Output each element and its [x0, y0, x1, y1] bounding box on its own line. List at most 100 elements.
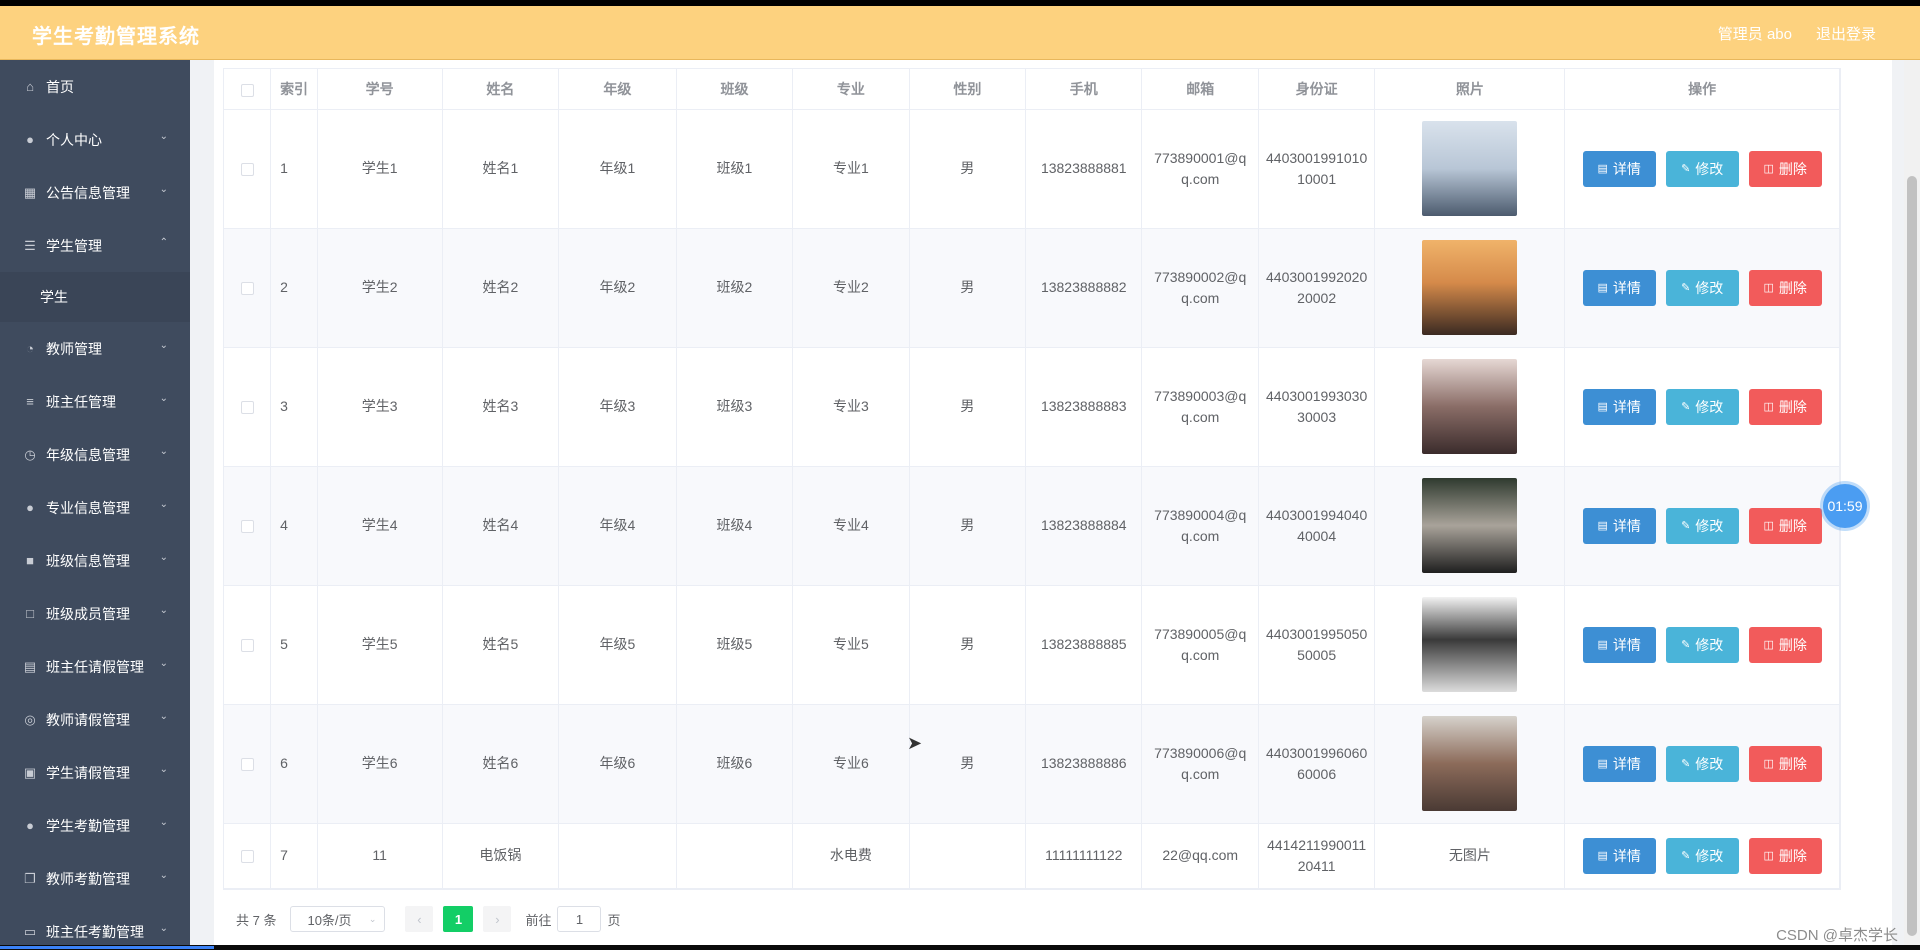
edit-button[interactable]: ✎ 修改: [1665, 507, 1739, 544]
row-checkbox[interactable]: [240, 162, 254, 176]
sidebar-item-label: 学生考勤管理: [46, 817, 130, 834]
document-icon: ▤: [1597, 639, 1608, 651]
student-photo[interactable]: [1422, 597, 1518, 692]
sidebar-item[interactable]: ▣ 学生请假管理 ⌄: [0, 746, 190, 799]
scrollbar-thumb[interactable]: [1907, 176, 1917, 936]
message-icon: ▣: [23, 764, 37, 780]
delete-label: 删除: [1778, 517, 1807, 534]
sidebar-item[interactable]: ☰ 学生管理 ⌃: [0, 219, 190, 272]
document-icon: ▤: [1597, 758, 1608, 770]
detail-button[interactable]: ▤ 详情: [1582, 626, 1656, 663]
video-progress-bar[interactable]: [0, 945, 1920, 950]
delete-button[interactable]: ◫ 删除: [1748, 837, 1822, 874]
edit-button[interactable]: ✎ 修改: [1665, 150, 1739, 187]
edit-button[interactable]: ✎ 修改: [1665, 269, 1739, 306]
column-header: 索引: [270, 69, 318, 110]
trash-icon: ◫: [1763, 639, 1774, 651]
detail-label: 详情: [1612, 755, 1641, 772]
sidebar-subitem[interactable]: 学生: [0, 272, 190, 322]
row-checkbox[interactable]: [240, 849, 254, 863]
delete-button[interactable]: ◫ 删除: [1748, 507, 1822, 544]
cell-name: 姓名1: [442, 109, 560, 229]
sidebar-item[interactable]: ● 个人中心 ⌄: [0, 113, 190, 166]
edit-button[interactable]: ✎ 修改: [1665, 837, 1739, 874]
row-checkbox[interactable]: [240, 638, 254, 652]
content-panel: 索引 学号 姓名 年级 班级 专业 性别 手机 邮箱 身份证 照片 操作: [214, 60, 1892, 945]
prev-page-button[interactable]: ‹: [405, 906, 434, 932]
cell-cls: 班级1: [676, 109, 794, 229]
delete-button[interactable]: ◫ 删除: [1748, 269, 1822, 306]
select-all-checkbox[interactable]: [240, 83, 254, 97]
page-size-select[interactable]: 10条/页 ⌄: [290, 906, 386, 932]
detail-button[interactable]: ▤ 详情: [1582, 745, 1656, 782]
edit-label: 修改: [1695, 398, 1724, 415]
chevron-down-icon: ⌄: [159, 711, 168, 722]
detail-button[interactable]: ▤ 详情: [1582, 388, 1656, 425]
row-checkbox[interactable]: [240, 400, 254, 414]
delete-button[interactable]: ◫ 删除: [1748, 626, 1822, 663]
sidebar-item[interactable]: ≡ 班主任管理 ⌄: [0, 375, 190, 428]
detail-button[interactable]: ▤ 详情: [1582, 150, 1656, 187]
page-size-value: 10条/页: [307, 912, 352, 928]
student-photo[interactable]: [1422, 121, 1518, 216]
user-icon: ●: [26, 132, 34, 147]
row-checkbox[interactable]: [240, 281, 254, 295]
row-select-cell: [224, 704, 272, 824]
delete-button[interactable]: ◫ 删除: [1748, 745, 1822, 782]
edit-button[interactable]: ✎ 修改: [1665, 745, 1739, 782]
sidebar-item[interactable]: ■ 班级信息管理 ⌄: [0, 534, 190, 587]
cell-index: 2: [270, 228, 318, 348]
delete-label: 删除: [1778, 755, 1807, 772]
cell-index: 6: [270, 704, 318, 824]
edit-button[interactable]: ✎ 修改: [1665, 626, 1739, 663]
sidebar-item[interactable]: ● 学生考勤管理 ⌄: [0, 799, 190, 852]
cell-email: 773890002@qq.com: [1141, 228, 1259, 348]
sidebar-item[interactable]: ◷ 年级信息管理 ⌄: [0, 428, 190, 481]
top-header: 学生考勤管理系统 管理员 abo 退出登录: [0, 6, 1920, 60]
sidebar-item[interactable]: ◎ 教师请假管理 ⌄: [0, 693, 190, 746]
column-header: 操作: [1564, 69, 1840, 110]
detail-button[interactable]: ▤ 详情: [1582, 837, 1656, 874]
sidebar-item[interactable]: ▦ 公告信息管理 ⌄: [0, 166, 190, 219]
sidebar-item[interactable]: □ 班级成员管理 ⌄: [0, 587, 190, 640]
cell-index: 1: [270, 109, 318, 229]
student-photo[interactable]: [1422, 716, 1518, 811]
table-row: 4 学生4 姓名4 年级4 班级4 专业4 男 13823888884 773890004@qq…: [224, 466, 1840, 586]
detail-button[interactable]: ▤ 详情: [1582, 507, 1656, 544]
sidebar-item[interactable]: ● 专业信息管理 ⌄: [0, 481, 190, 534]
vertical-scrollbar[interactable]: [1904, 60, 1920, 945]
goto-prefix: 前往: [525, 912, 552, 928]
timer-badge[interactable]: 01:59: [1823, 484, 1867, 528]
detail-button[interactable]: ▤ 详情: [1582, 269, 1656, 306]
row-actions: ▤ 详情 ✎ 修改 ◫ 删除: [1571, 626, 1833, 663]
chevron-left-icon: ‹: [417, 911, 422, 927]
chevron-down-icon: ⌄: [159, 446, 168, 457]
cell-email: 773890004@qq.com: [1141, 466, 1259, 586]
trash-icon: ◫: [1763, 850, 1774, 862]
delete-label: 删除: [1778, 847, 1807, 864]
cell-major: 专业1: [792, 109, 910, 229]
sidebar-item[interactable]: ▤ 班主任请假管理 ⌄: [0, 640, 190, 693]
logout-link[interactable]: 退出登录: [1815, 26, 1876, 43]
cell-sid: 学生4: [317, 466, 443, 586]
cell-grade: 年级5: [558, 585, 677, 705]
next-page-button[interactable]: ›: [483, 906, 512, 932]
edit-button[interactable]: ✎ 修改: [1665, 388, 1739, 425]
student-photo[interactable]: [1422, 240, 1518, 335]
sidebar-item[interactable]: ▭ 班主任考勤管理 ⌄: [0, 905, 190, 945]
row-checkbox[interactable]: [240, 519, 254, 533]
student-photo[interactable]: [1422, 359, 1518, 454]
app-window: 学生考勤管理系统 管理员 abo 退出登录 ⌂ 首页 ● 个人中心 ⌄ ▦ 公告信息管理 ⌄ ☰…: [0, 6, 1920, 945]
delete-button[interactable]: ◫ 删除: [1748, 388, 1822, 425]
row-checkbox[interactable]: [240, 757, 254, 771]
goto-page-input[interactable]: 1: [557, 906, 602, 932]
sidebar-item[interactable]: ◔ 教师管理 ⌄: [0, 322, 190, 375]
no-photo-text: 无图片: [1448, 847, 1491, 863]
cell-cls: 班级2: [676, 228, 794, 348]
delete-button[interactable]: ◫ 删除: [1748, 150, 1822, 187]
sidebar-item[interactable]: ❐ 教师考勤管理 ⌄: [0, 852, 190, 905]
document-icon: ▤: [1597, 163, 1608, 175]
student-photo[interactable]: [1422, 478, 1518, 573]
page-number-current[interactable]: 1: [443, 906, 474, 932]
sidebar-item[interactable]: ⌂ 首页: [0, 60, 190, 113]
